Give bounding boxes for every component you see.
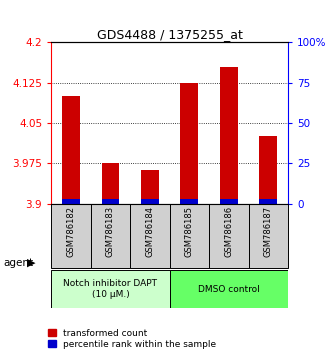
Bar — [180, 83, 198, 204]
Bar — [169, 204, 209, 268]
Bar — [130, 204, 169, 268]
Bar — [141, 170, 159, 204]
Bar — [62, 96, 80, 204]
Bar — [102, 199, 119, 204]
Bar — [102, 163, 119, 204]
Bar — [209, 204, 249, 268]
Bar — [260, 199, 277, 204]
Text: agent: agent — [3, 258, 33, 268]
Bar — [249, 204, 288, 268]
Text: DMSO control: DMSO control — [198, 285, 260, 294]
Text: GSM786182: GSM786182 — [67, 206, 75, 257]
Bar — [260, 136, 277, 204]
Text: Notch inhibitor DAPT
(10 μM.): Notch inhibitor DAPT (10 μM.) — [64, 279, 158, 299]
Bar — [91, 204, 130, 268]
Bar — [180, 199, 198, 204]
Bar — [169, 270, 288, 308]
Bar — [62, 199, 80, 204]
Text: GSM786183: GSM786183 — [106, 206, 115, 257]
Text: ▶: ▶ — [26, 258, 35, 268]
Bar — [220, 199, 238, 204]
Text: GSM786185: GSM786185 — [185, 206, 194, 257]
Bar — [220, 67, 238, 204]
Title: GDS4488 / 1375255_at: GDS4488 / 1375255_at — [97, 28, 243, 41]
Bar — [51, 204, 91, 268]
Text: GSM786187: GSM786187 — [264, 206, 273, 257]
Bar — [51, 270, 169, 308]
Text: GSM786186: GSM786186 — [224, 206, 233, 257]
Text: GSM786184: GSM786184 — [145, 206, 155, 257]
Bar — [141, 199, 159, 204]
Legend: transformed count, percentile rank within the sample: transformed count, percentile rank withi… — [48, 328, 217, 349]
